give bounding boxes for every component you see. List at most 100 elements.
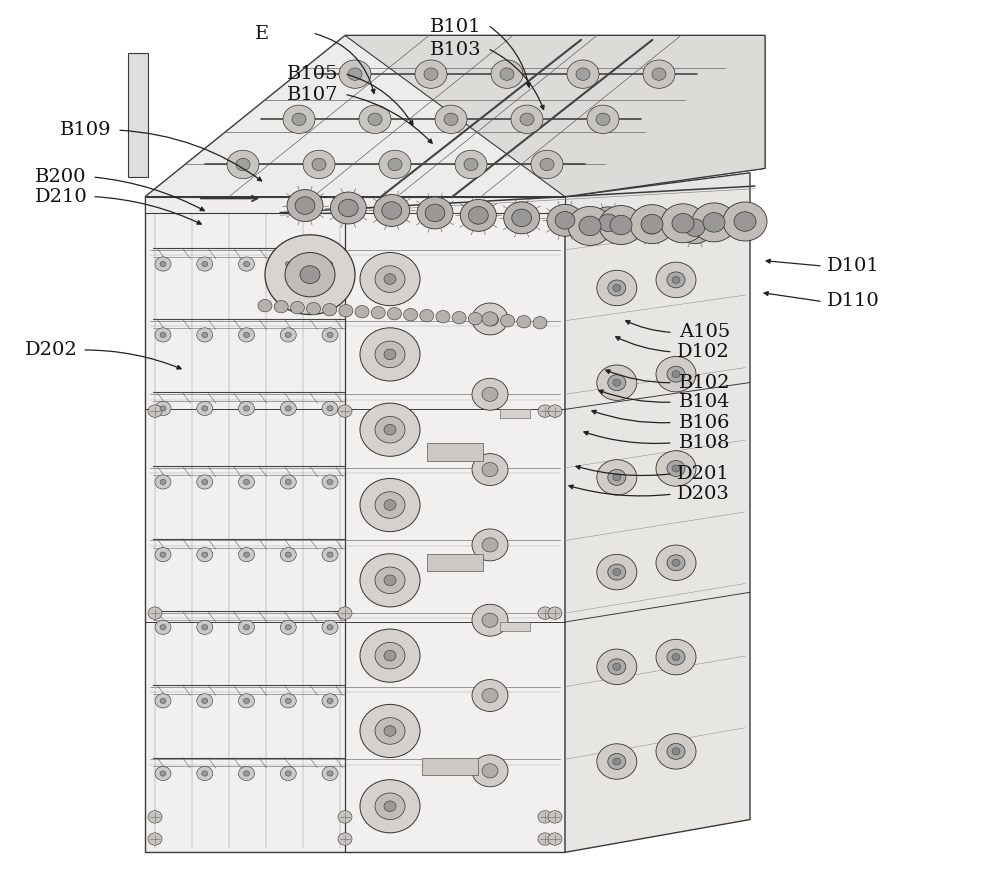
Circle shape <box>384 274 396 284</box>
Circle shape <box>160 406 166 411</box>
Circle shape <box>202 261 208 267</box>
Circle shape <box>613 664 621 671</box>
Circle shape <box>227 151 259 179</box>
Circle shape <box>538 405 552 417</box>
Circle shape <box>300 266 320 284</box>
Text: D203: D203 <box>677 486 730 503</box>
Polygon shape <box>145 197 565 852</box>
Circle shape <box>608 564 626 580</box>
Circle shape <box>568 206 612 245</box>
Circle shape <box>375 266 405 292</box>
Circle shape <box>327 625 333 630</box>
Circle shape <box>148 405 162 417</box>
Text: B104: B104 <box>678 393 730 411</box>
Circle shape <box>468 206 488 224</box>
Circle shape <box>327 332 333 338</box>
Circle shape <box>384 726 396 736</box>
Circle shape <box>197 694 213 708</box>
Circle shape <box>384 349 396 360</box>
Circle shape <box>597 270 637 306</box>
Polygon shape <box>342 190 355 201</box>
Circle shape <box>339 60 371 89</box>
Circle shape <box>160 771 166 776</box>
Circle shape <box>613 379 621 386</box>
Circle shape <box>285 625 291 630</box>
Circle shape <box>202 479 208 485</box>
Circle shape <box>202 552 208 557</box>
Circle shape <box>280 620 296 634</box>
Circle shape <box>280 548 296 562</box>
Circle shape <box>155 620 171 634</box>
Circle shape <box>484 314 498 326</box>
Circle shape <box>155 548 171 562</box>
Circle shape <box>322 548 338 562</box>
Circle shape <box>703 213 725 232</box>
Circle shape <box>280 328 296 342</box>
Circle shape <box>641 214 663 234</box>
Circle shape <box>387 307 401 320</box>
Circle shape <box>667 461 685 477</box>
Circle shape <box>472 680 508 711</box>
Circle shape <box>303 151 335 179</box>
Circle shape <box>327 698 333 703</box>
Circle shape <box>425 204 445 222</box>
Circle shape <box>384 500 396 510</box>
Circle shape <box>148 607 162 619</box>
Circle shape <box>608 470 626 486</box>
Circle shape <box>338 201 352 214</box>
Circle shape <box>307 302 321 315</box>
Circle shape <box>371 307 385 319</box>
Circle shape <box>538 811 552 823</box>
Circle shape <box>155 401 171 416</box>
Circle shape <box>482 613 498 627</box>
Polygon shape <box>128 53 148 177</box>
Circle shape <box>608 280 626 296</box>
Circle shape <box>634 209 670 241</box>
Circle shape <box>243 625 249 630</box>
Circle shape <box>197 257 213 271</box>
Circle shape <box>382 202 402 219</box>
Polygon shape <box>145 197 565 213</box>
Circle shape <box>613 569 621 576</box>
Circle shape <box>295 197 315 214</box>
Circle shape <box>415 60 447 89</box>
Circle shape <box>238 694 254 708</box>
Circle shape <box>265 235 355 315</box>
Circle shape <box>243 332 249 338</box>
Text: B102: B102 <box>678 374 730 392</box>
Circle shape <box>274 300 288 313</box>
Circle shape <box>472 454 508 486</box>
Circle shape <box>667 272 685 288</box>
Text: D202: D202 <box>25 341 78 359</box>
Circle shape <box>202 625 208 630</box>
Circle shape <box>327 406 333 411</box>
Circle shape <box>672 748 680 755</box>
Circle shape <box>613 284 621 291</box>
Circle shape <box>656 545 696 580</box>
Circle shape <box>630 205 674 244</box>
Circle shape <box>692 203 736 242</box>
Circle shape <box>482 387 498 401</box>
Circle shape <box>548 405 562 417</box>
Circle shape <box>375 718 405 744</box>
Circle shape <box>384 575 396 586</box>
Text: D102: D102 <box>677 343 730 361</box>
Circle shape <box>472 378 508 410</box>
Circle shape <box>327 552 333 557</box>
Circle shape <box>548 607 562 619</box>
Circle shape <box>202 771 208 776</box>
Circle shape <box>327 479 333 485</box>
Circle shape <box>368 113 382 126</box>
Circle shape <box>243 479 249 485</box>
Polygon shape <box>427 554 483 571</box>
Circle shape <box>643 60 675 89</box>
Polygon shape <box>500 622 530 631</box>
Text: E: E <box>255 25 269 43</box>
Circle shape <box>338 405 352 417</box>
Circle shape <box>520 113 534 126</box>
Circle shape <box>482 764 498 778</box>
Circle shape <box>491 60 523 89</box>
Circle shape <box>685 219 705 237</box>
Circle shape <box>472 604 508 636</box>
Circle shape <box>312 159 326 171</box>
